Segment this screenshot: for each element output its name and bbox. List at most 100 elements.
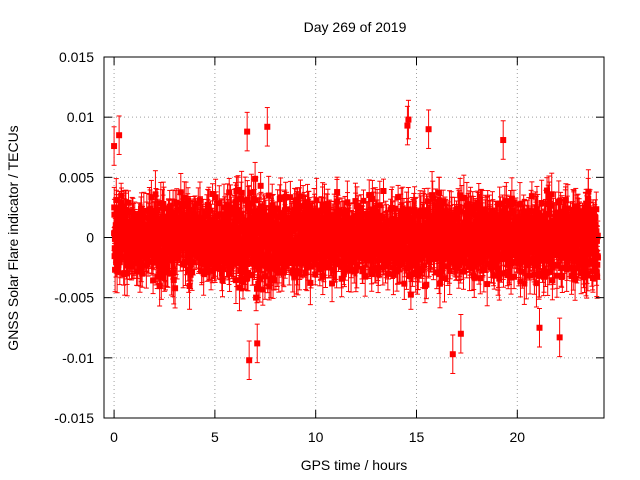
data-point bbox=[271, 277, 278, 284]
data-point bbox=[196, 197, 203, 204]
data-point bbox=[313, 197, 320, 204]
data-point bbox=[238, 189, 245, 196]
data-point bbox=[226, 189, 233, 196]
data-point bbox=[125, 199, 132, 206]
data-point bbox=[295, 212, 302, 219]
data-point bbox=[129, 209, 136, 216]
data-point bbox=[164, 263, 171, 270]
data-point bbox=[257, 203, 264, 210]
data-point bbox=[230, 254, 237, 261]
data-point bbox=[205, 204, 212, 211]
data-point bbox=[245, 269, 252, 276]
data-point bbox=[160, 201, 167, 208]
data-point bbox=[297, 193, 304, 200]
data-point bbox=[262, 252, 269, 259]
data-point bbox=[252, 175, 259, 182]
data-point bbox=[265, 192, 272, 199]
data-point bbox=[156, 283, 163, 290]
data-point bbox=[208, 267, 215, 274]
data-point bbox=[307, 279, 314, 286]
data-point bbox=[195, 200, 202, 207]
data-point bbox=[150, 277, 157, 284]
data-point bbox=[172, 285, 179, 292]
data-point bbox=[164, 269, 171, 276]
data-point bbox=[235, 186, 242, 193]
data-point bbox=[260, 206, 267, 213]
data-point bbox=[229, 260, 236, 267]
data-point bbox=[218, 245, 225, 252]
data-point bbox=[266, 229, 273, 236]
data-point bbox=[318, 262, 325, 269]
data-point bbox=[220, 266, 227, 273]
data-point bbox=[174, 253, 181, 260]
data-point bbox=[264, 265, 271, 272]
data-point bbox=[310, 250, 317, 257]
data-point bbox=[190, 259, 197, 266]
data-point bbox=[124, 258, 131, 265]
data-point bbox=[269, 212, 276, 219]
data-point bbox=[128, 263, 135, 270]
data-point bbox=[209, 190, 216, 197]
data-point bbox=[226, 270, 233, 277]
data-point bbox=[152, 191, 159, 198]
data-point bbox=[284, 222, 291, 229]
data-point bbox=[112, 247, 119, 254]
data-point bbox=[201, 220, 208, 227]
data-point bbox=[266, 212, 273, 219]
data-point bbox=[135, 234, 142, 241]
data-point bbox=[291, 206, 298, 213]
data-point bbox=[154, 206, 161, 213]
data-point bbox=[268, 263, 275, 270]
data-point bbox=[148, 194, 155, 201]
data-point bbox=[122, 207, 129, 214]
data-point bbox=[305, 238, 312, 245]
data-point bbox=[186, 282, 193, 289]
data-point bbox=[287, 194, 294, 201]
data-point bbox=[248, 189, 255, 196]
data-point bbox=[225, 215, 232, 222]
data-point bbox=[282, 214, 289, 221]
data-point bbox=[224, 242, 231, 249]
data-point bbox=[239, 250, 246, 257]
data-point bbox=[244, 275, 251, 282]
data-point bbox=[228, 222, 235, 229]
data-point bbox=[218, 211, 225, 218]
data-point bbox=[179, 211, 186, 218]
data-point bbox=[274, 205, 281, 212]
data-point bbox=[259, 286, 266, 293]
data-point bbox=[212, 194, 219, 201]
data-point bbox=[251, 211, 258, 218]
data-point bbox=[304, 199, 311, 206]
data-series bbox=[111, 99, 601, 380]
data-point bbox=[158, 274, 165, 281]
data-point bbox=[231, 204, 238, 211]
data-point bbox=[253, 285, 260, 292]
data-point bbox=[214, 260, 221, 267]
data-point bbox=[280, 267, 287, 274]
data-point bbox=[244, 248, 251, 255]
data-point bbox=[257, 182, 264, 189]
data-point bbox=[183, 258, 190, 265]
data-point bbox=[159, 236, 166, 243]
data-point bbox=[166, 203, 173, 210]
data-point bbox=[162, 231, 169, 238]
data-point bbox=[300, 238, 307, 245]
data-point bbox=[233, 259, 240, 266]
data-point bbox=[219, 277, 226, 284]
data-point bbox=[258, 246, 265, 253]
data-point bbox=[238, 195, 245, 202]
data-point bbox=[248, 200, 255, 207]
chart-title: Day 269 of 2019 bbox=[304, 19, 407, 35]
y-axis-label: GNSS Solar Flare indicator / TECUs bbox=[5, 125, 21, 350]
data-point bbox=[285, 252, 292, 259]
data-point bbox=[176, 206, 183, 213]
data-point bbox=[239, 278, 246, 285]
data-point bbox=[286, 259, 293, 266]
data-point bbox=[189, 268, 196, 275]
data-point bbox=[218, 270, 225, 277]
data-point bbox=[277, 194, 284, 201]
x-axis-label: GPS time / hours bbox=[301, 457, 408, 473]
data-point bbox=[157, 225, 164, 232]
data-point bbox=[280, 238, 287, 245]
